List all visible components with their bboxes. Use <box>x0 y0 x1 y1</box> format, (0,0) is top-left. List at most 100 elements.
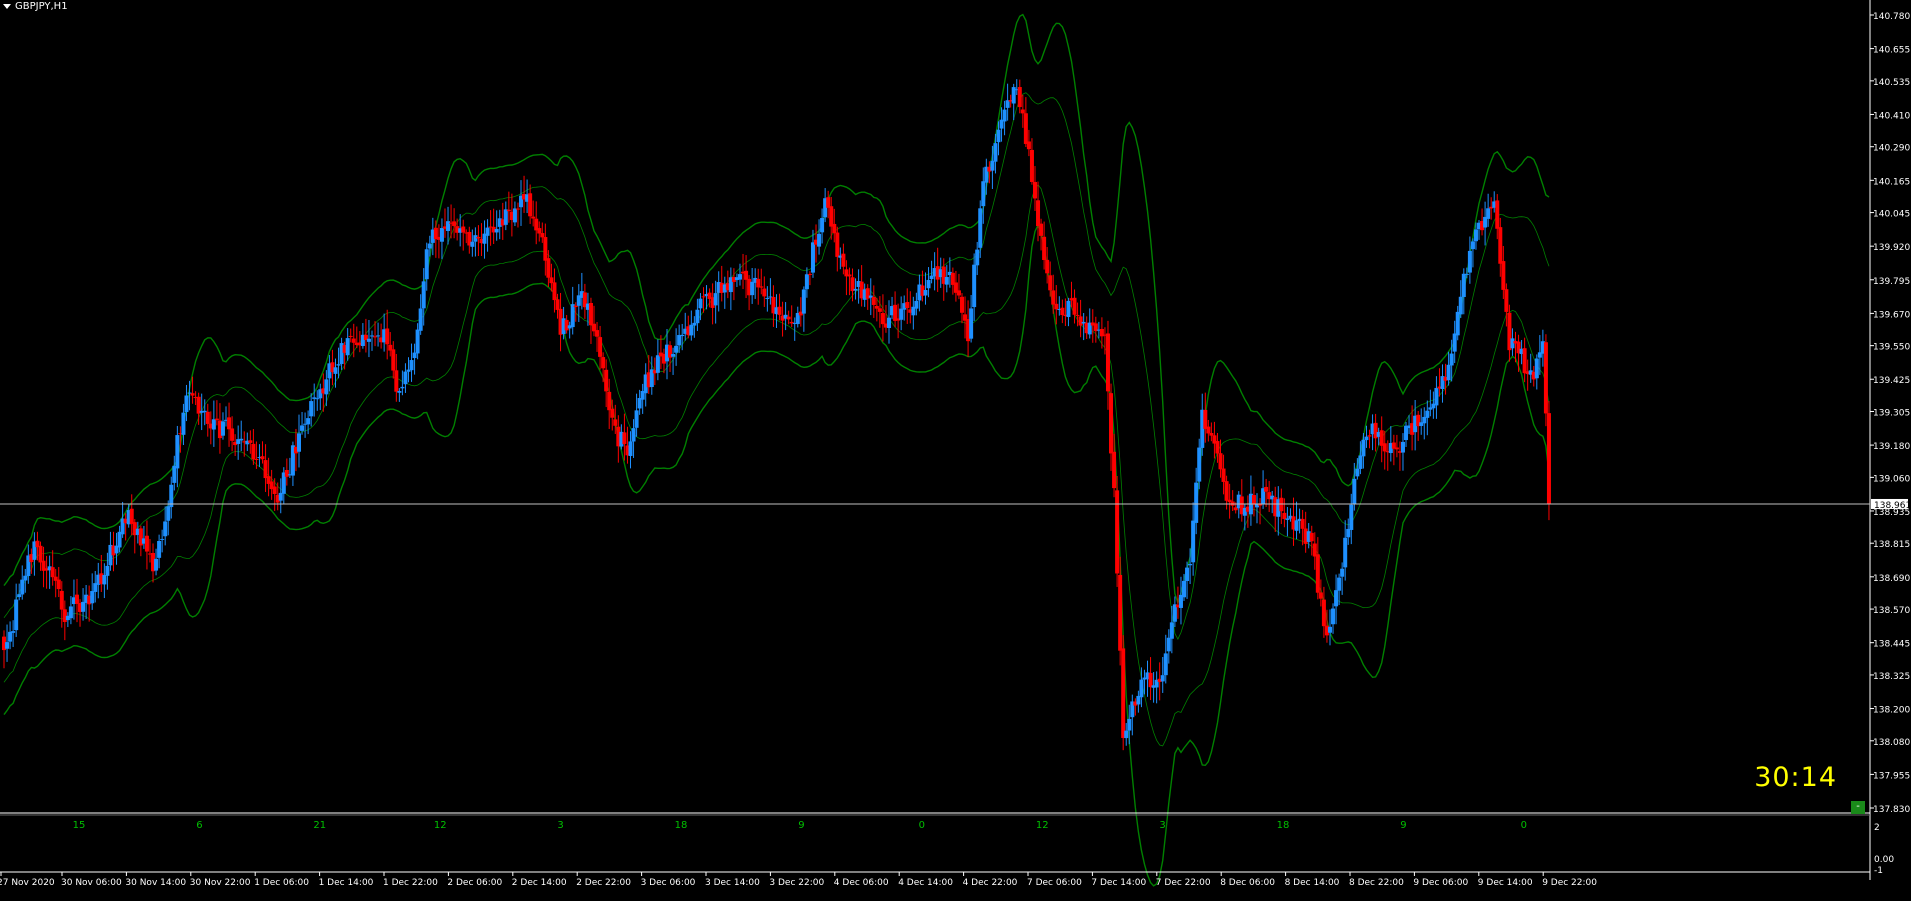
candle <box>1495 194 1500 240</box>
candle <box>324 370 329 407</box>
candle <box>1169 605 1174 654</box>
candle-body <box>795 312 800 325</box>
candle <box>449 204 454 239</box>
symbol-menu[interactable]: GBPJPY,H1 <box>3 1 68 12</box>
candle-body <box>1121 648 1126 738</box>
candle-body <box>1440 376 1445 390</box>
time-tick-label: 8 Dec 06:00 <box>1220 878 1275 888</box>
candle-body <box>1029 149 1034 182</box>
candle <box>1166 629 1171 664</box>
candle-body <box>430 229 435 243</box>
candle-body <box>744 270 749 280</box>
candle <box>1051 274 1056 314</box>
candle-body <box>439 228 444 242</box>
chevron-down-icon[interactable] <box>3 4 11 9</box>
candle-body <box>719 282 724 293</box>
candle-body <box>503 209 508 225</box>
candle-body <box>321 388 326 394</box>
candle-body <box>905 302 910 309</box>
candle-body <box>1075 314 1080 316</box>
candle-body <box>1312 543 1317 557</box>
candle <box>893 291 898 328</box>
price-tick-label: 137.955 <box>1873 771 1910 781</box>
candle-body <box>1054 303 1059 310</box>
candle <box>719 265 724 302</box>
candle <box>661 348 666 374</box>
candle <box>579 272 584 310</box>
candle <box>1267 480 1272 512</box>
candle <box>896 303 901 339</box>
candle <box>859 265 864 307</box>
candle-body <box>1522 348 1527 374</box>
candle <box>792 317 797 341</box>
candle-body <box>35 540 40 548</box>
candle-body <box>1020 109 1025 114</box>
candle <box>309 393 314 427</box>
candle-body <box>500 219 505 226</box>
candle <box>1093 316 1098 343</box>
candle <box>266 457 271 497</box>
candle <box>531 200 536 227</box>
candle-body <box>689 324 694 336</box>
candle <box>1346 518 1351 545</box>
candle-body <box>1431 403 1436 409</box>
candle-body <box>1394 447 1399 450</box>
price-tick-label: 139.180 <box>1873 442 1910 452</box>
subwindow-hour-tick: 0 <box>919 820 925 831</box>
candle <box>1531 365 1536 387</box>
candle <box>144 520 149 570</box>
candle-body <box>363 334 368 341</box>
candle <box>1017 79 1022 114</box>
candle <box>1546 400 1551 521</box>
candle-body <box>497 218 502 227</box>
candle-body <box>1425 410 1430 418</box>
candle-body <box>230 428 235 441</box>
candle-body <box>1477 222 1482 230</box>
candle <box>1388 426 1393 462</box>
candle-body <box>1385 451 1390 453</box>
candle-body <box>1151 685 1156 688</box>
candle-body <box>549 277 554 284</box>
candle <box>628 431 633 469</box>
candle <box>1343 520 1348 581</box>
candle <box>257 444 262 467</box>
candle <box>966 300 971 357</box>
candle <box>1452 320 1457 363</box>
candle-body <box>1483 216 1488 228</box>
candle-body <box>1105 333 1110 392</box>
candle <box>981 167 986 224</box>
candle <box>1251 486 1256 517</box>
candle-body <box>1215 441 1220 454</box>
candle <box>373 321 378 347</box>
candle-body <box>1014 89 1019 91</box>
candle-body <box>1340 568 1345 577</box>
candle <box>1060 299 1065 324</box>
candle-body <box>564 319 569 331</box>
candle-body <box>455 226 460 233</box>
candle <box>11 620 16 647</box>
candle <box>558 292 563 352</box>
candle-body <box>1227 499 1232 503</box>
candle-body <box>1486 208 1491 219</box>
candle <box>704 285 709 310</box>
candle-body <box>123 518 128 524</box>
candle-body <box>433 227 438 240</box>
candle-body <box>1175 604 1180 608</box>
candle <box>838 247 843 270</box>
subwindow-minimize-button[interactable]: - <box>1851 801 1865 814</box>
price-tick-label: 139.795 <box>1873 277 1910 287</box>
candle <box>826 190 831 219</box>
candle <box>14 583 19 637</box>
candle-body <box>1188 563 1193 566</box>
candle <box>482 220 487 259</box>
candle-body <box>1303 528 1308 544</box>
candle-body <box>68 606 73 619</box>
candle <box>923 272 928 305</box>
candle <box>777 293 782 321</box>
candle-body <box>1467 250 1472 273</box>
candle <box>1032 166 1037 211</box>
candle-body <box>1045 259 1050 274</box>
candle-body <box>856 281 861 287</box>
